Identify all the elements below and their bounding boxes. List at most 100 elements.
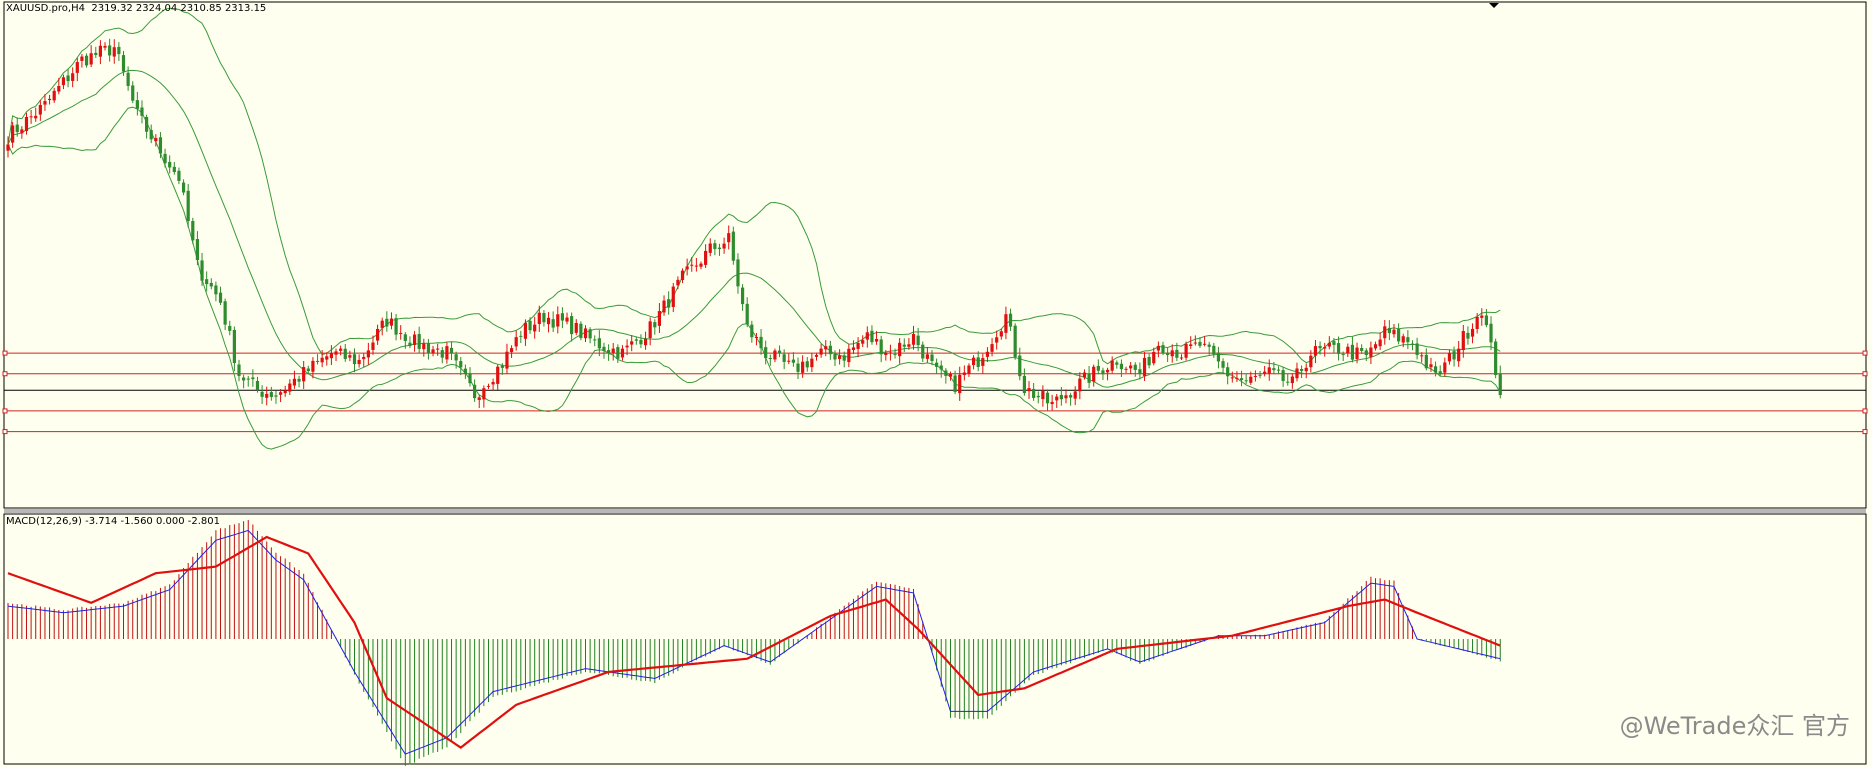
bear-candle — [902, 344, 906, 347]
bull-candle — [925, 354, 929, 359]
bull-candle — [1202, 343, 1207, 345]
bear-candle — [519, 335, 523, 337]
bull-candle — [708, 243, 712, 253]
bull-candle — [1064, 395, 1068, 399]
bear-candle — [1281, 370, 1285, 381]
bear-candle — [1147, 356, 1151, 366]
bear-candle — [750, 324, 754, 338]
bull-candle — [278, 392, 283, 395]
bull-candle — [292, 378, 297, 386]
bull-candle — [366, 350, 370, 358]
bull-candle — [620, 348, 625, 358]
bull-candle — [888, 352, 893, 354]
bull-candle — [801, 361, 805, 373]
bull-candle — [948, 373, 953, 377]
bull-candle — [1082, 372, 1087, 378]
bull-candle — [1346, 346, 1350, 354]
horizontal-lines[interactable] — [2, 350, 1868, 435]
bear-candle — [94, 52, 98, 56]
bear-candle — [597, 338, 601, 349]
bull-candle — [491, 381, 495, 385]
bull-candle — [71, 73, 75, 81]
bull-candle — [699, 263, 703, 267]
line-anchor-handle[interactable] — [1862, 429, 1868, 435]
bear-candle — [842, 355, 846, 361]
pane-separator — [4, 509, 1866, 513]
bull-candle — [999, 331, 1003, 337]
bear-candle — [731, 231, 735, 261]
bear-candle — [796, 363, 800, 372]
bull-candle — [34, 115, 38, 119]
bull-candle — [1457, 348, 1461, 362]
bear-candle — [209, 282, 213, 287]
bear-candle — [274, 395, 278, 397]
bear-candle — [394, 318, 398, 335]
bear-candle — [200, 260, 204, 281]
bull-candle — [302, 367, 306, 382]
line-anchor-handle[interactable] — [2, 371, 8, 377]
bear-candle — [1300, 369, 1304, 371]
bear-candle — [172, 166, 176, 173]
bull-candle — [1447, 353, 1452, 362]
bear-candle — [191, 221, 195, 241]
bull-candle — [514, 337, 518, 347]
bull-candle — [787, 360, 791, 362]
ohlc-values: 2319.32 2324.04 2310.85 2313.15 — [91, 3, 267, 14]
line-anchor-handle[interactable] — [1862, 408, 1868, 414]
bull-candle — [311, 360, 315, 372]
bear-candle — [551, 319, 555, 328]
line-anchor-handle[interactable] — [2, 408, 8, 414]
bear-candle — [121, 55, 126, 72]
bear-candle — [713, 243, 717, 249]
bear-candle — [205, 279, 209, 285]
bear-candle — [385, 318, 389, 327]
bull-candle — [1152, 351, 1156, 364]
bull-candle — [856, 342, 860, 349]
bull-candle — [75, 62, 79, 73]
bear-candle — [343, 348, 347, 359]
bull-candle — [362, 356, 366, 360]
bear-candle — [84, 55, 89, 66]
bull-candle — [288, 383, 292, 392]
bear-candle — [1216, 352, 1221, 362]
bear-candle — [15, 124, 19, 132]
bear-candle — [228, 325, 232, 331]
bear-candle — [463, 368, 467, 374]
line-anchor-handle[interactable] — [1862, 350, 1868, 356]
bull-candle — [884, 353, 888, 355]
bull-candle — [727, 233, 731, 243]
bear-candle — [791, 359, 795, 363]
bull-candle — [847, 348, 851, 363]
line-anchor-handle[interactable] — [2, 429, 8, 435]
bear-candle — [921, 344, 925, 359]
bear-candle — [916, 335, 920, 346]
bull-candle — [967, 365, 971, 374]
chart-frame — [3, 1, 1867, 765]
bollinger-upper-line — [7, 7, 1501, 365]
bull-candle — [1142, 357, 1147, 376]
bear-candle — [768, 358, 772, 360]
bear-candle — [242, 377, 246, 381]
line-anchor-handle[interactable] — [2, 350, 8, 356]
bear-candle — [634, 339, 638, 341]
bull-candle — [874, 339, 879, 342]
bull-candle — [422, 343, 426, 350]
line-anchor-handle[interactable] — [1862, 371, 1868, 377]
bull-candle — [334, 351, 338, 355]
bull-candle — [722, 243, 726, 249]
bear-candle — [1161, 345, 1165, 354]
shift-marker-icon — [1489, 3, 1499, 8]
bull-candle — [704, 250, 708, 265]
bear-candle — [893, 353, 897, 355]
bear-candle — [1410, 343, 1415, 345]
bull-candle — [80, 56, 84, 61]
bull-candle — [1401, 336, 1405, 343]
bull-candle — [1184, 344, 1188, 358]
bull-candle — [1461, 331, 1465, 351]
bull-candle — [325, 356, 329, 360]
bear-candle — [1406, 337, 1410, 343]
bear-candle — [667, 299, 671, 308]
bull-candle — [436, 348, 440, 350]
bear-candle — [1115, 362, 1119, 365]
bull-candle — [648, 321, 652, 339]
